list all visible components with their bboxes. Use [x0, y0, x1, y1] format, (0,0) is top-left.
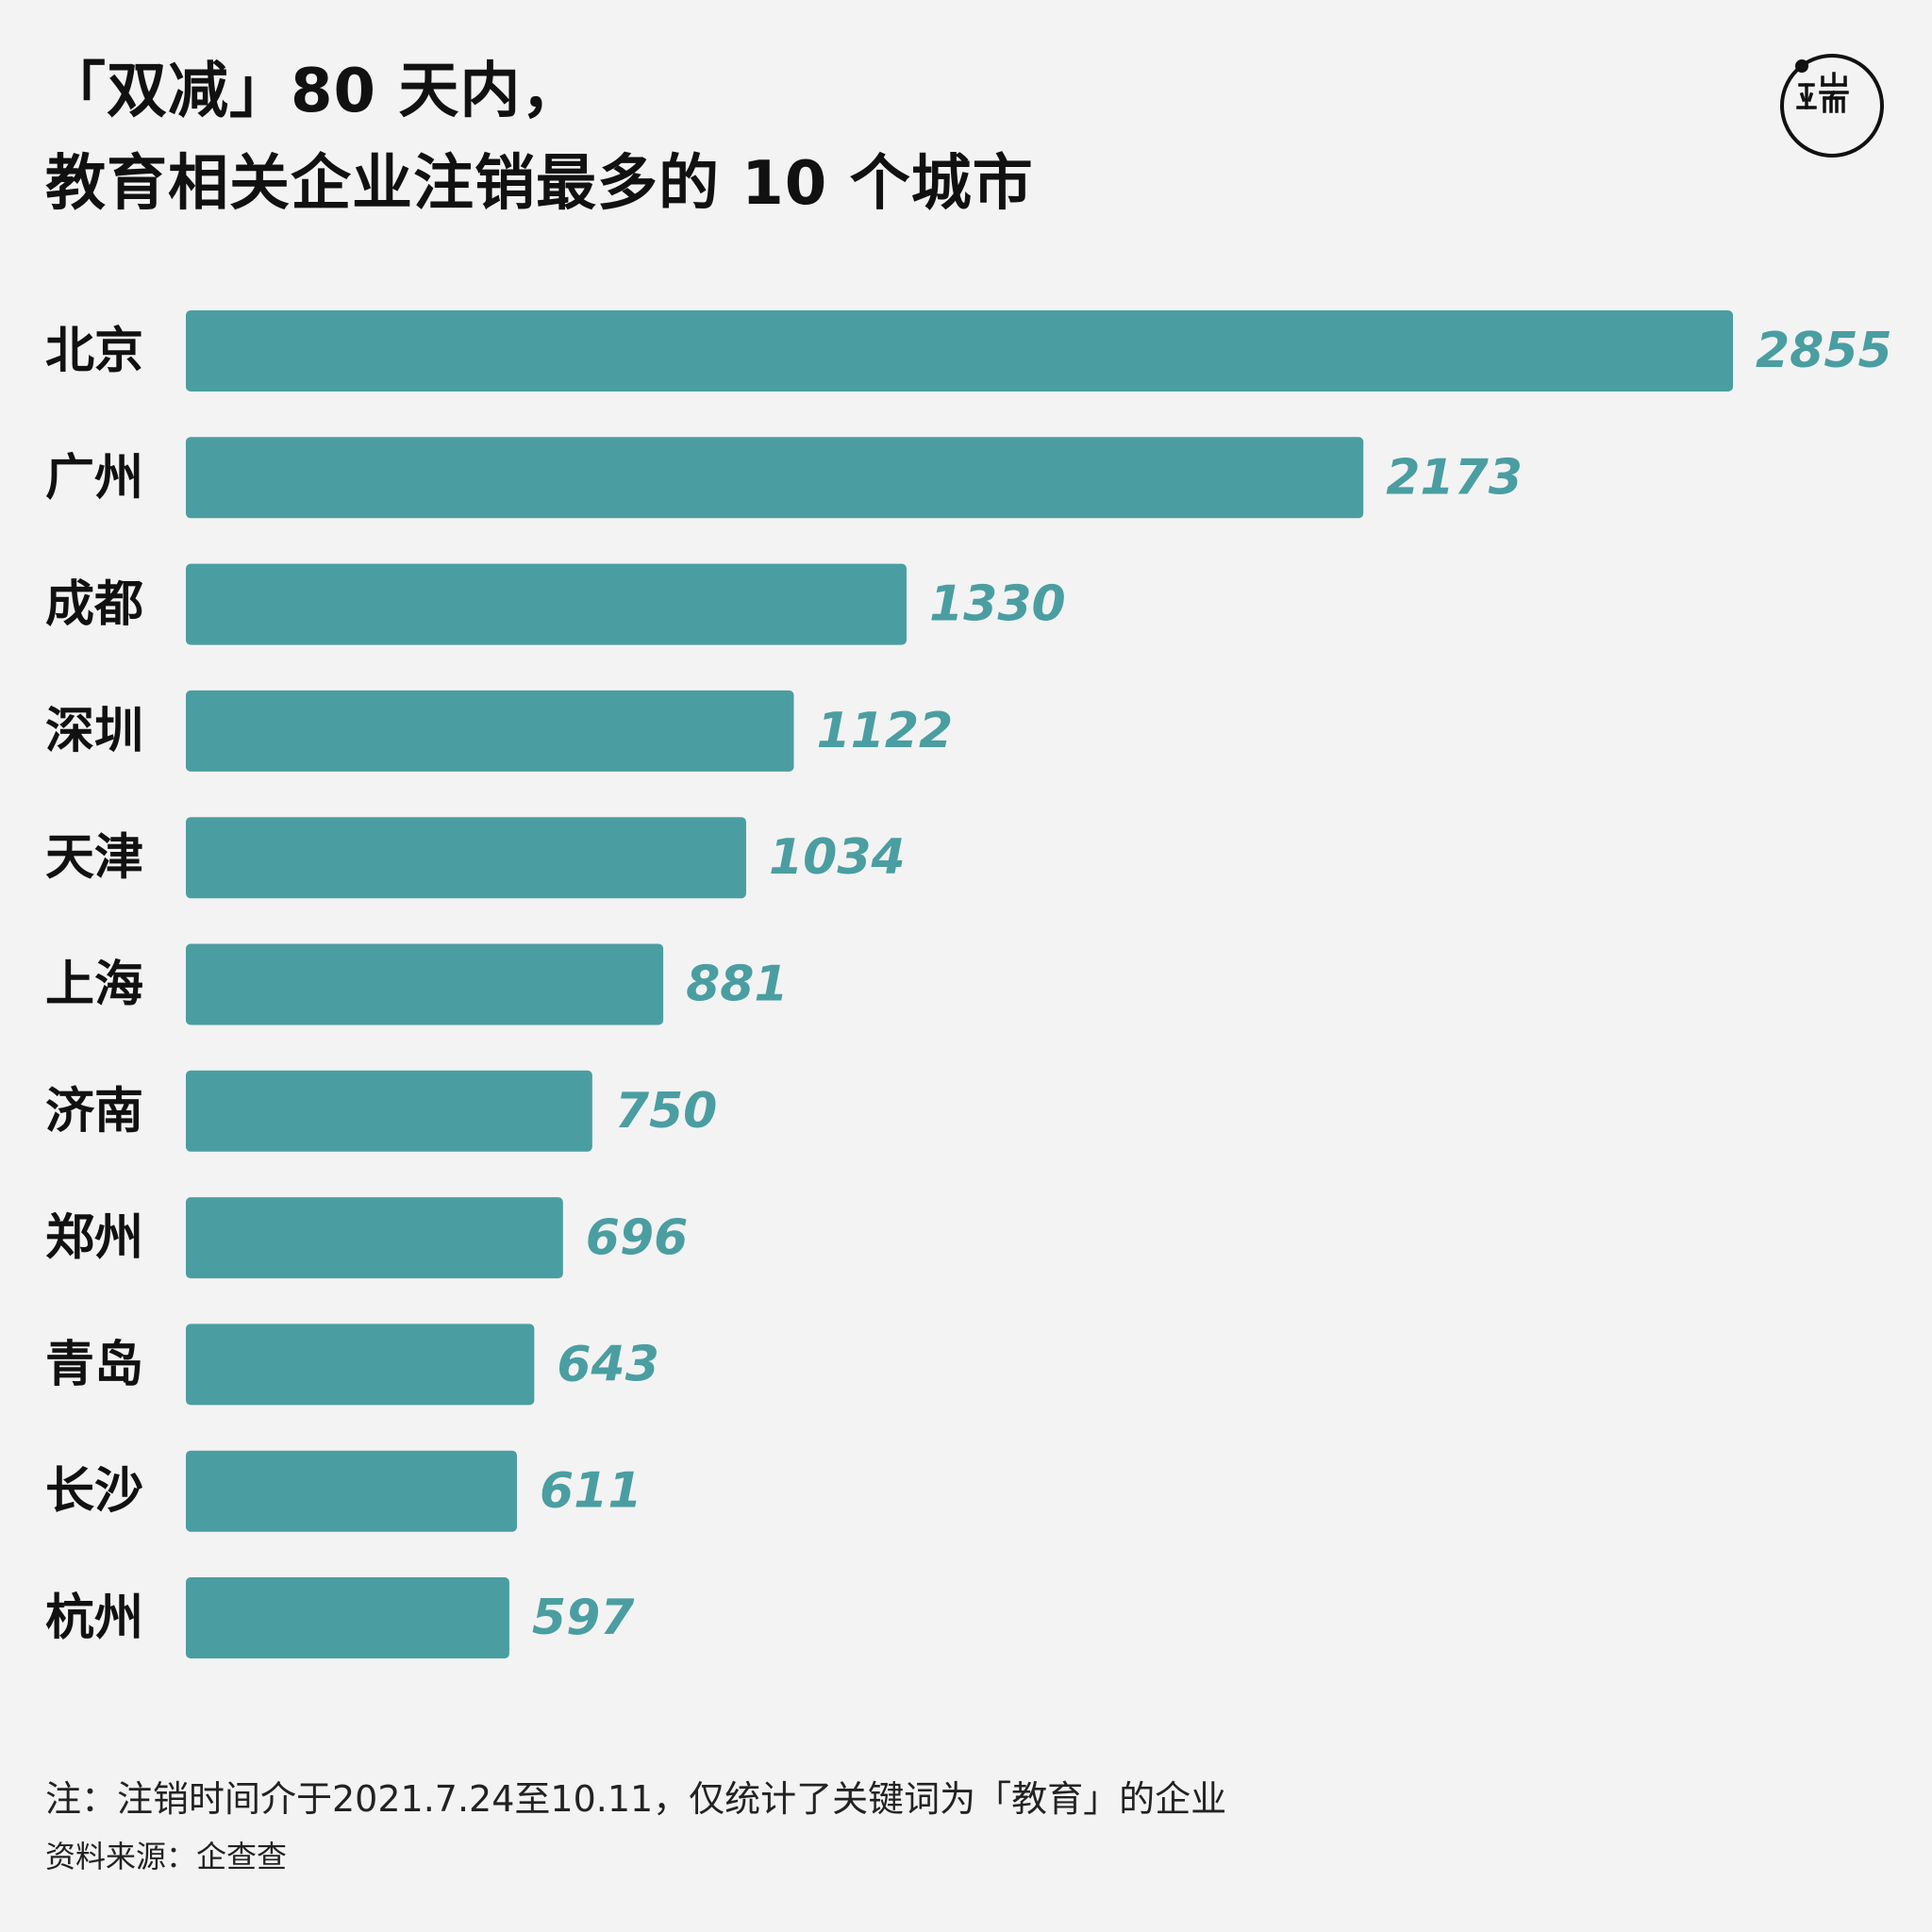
- chart-title: 「双减」80 天内， 教育相关企业注销最多的 10 个城市: [45, 45, 1034, 230]
- value-label: 611: [540, 1463, 642, 1520]
- chart-title-line-2: 教育相关企业注销最多的 10 个城市: [45, 149, 1034, 219]
- bar: [186, 1197, 563, 1279]
- value-label: 696: [586, 1209, 689, 1266]
- bar: [186, 310, 1733, 391]
- category-label: 上海: [45, 956, 143, 1013]
- category-label: 广州: [45, 449, 143, 507]
- chart-title-line-1: 「双减」80 天内，: [45, 57, 583, 126]
- value-label: 2173: [1386, 449, 1523, 506]
- value-label: 1034: [769, 829, 906, 886]
- category-label: 深圳: [45, 702, 143, 759]
- value-label: 597: [532, 1590, 635, 1646]
- bar: [186, 1450, 517, 1532]
- bar: [186, 563, 907, 645]
- category-label: 北京: [45, 323, 143, 380]
- bar-chart: 北京 2855 广州 2173 成都 1330 深圳 1122 天津 1034 上海 881 济南 750…: [45, 310, 1892, 1658]
- category-label: 郑州: [45, 1209, 143, 1267]
- bar: [186, 1070, 592, 1152]
- category-label: 杭州: [45, 1590, 143, 1647]
- footnote: 注：注销时间介于2021.7.24至10.11，仅统计了关键词为「教育」的企业: [45, 1778, 1227, 1820]
- brand-logo-icon: [1780, 54, 1884, 158]
- value-label: 1122: [817, 703, 954, 759]
- value-label: 1330: [929, 576, 1066, 633]
- bar: [186, 943, 664, 1025]
- category-label: 青岛: [45, 1336, 143, 1393]
- source-credit: 资料来源：企查查: [45, 1839, 288, 1874]
- category-label: 济南: [45, 1082, 143, 1140]
- category-label: 成都: [45, 575, 143, 633]
- category-label: 天津: [45, 829, 143, 887]
- bar: [186, 437, 1364, 519]
- value-label: 643: [557, 1336, 659, 1392]
- bar: [186, 1324, 535, 1406]
- bar: [186, 690, 794, 772]
- chart-footer: 注：注销时间介于2021.7.24至10.11，仅统计了关键词为「教育」的企业 …: [45, 1770, 1226, 1885]
- value-label: 2855: [1756, 323, 1892, 379]
- value-label: 881: [686, 957, 789, 1013]
- value-label: 750: [615, 1083, 718, 1140]
- bar: [186, 1577, 509, 1658]
- category-label: 长沙: [45, 1462, 143, 1520]
- bar: [186, 817, 746, 899]
